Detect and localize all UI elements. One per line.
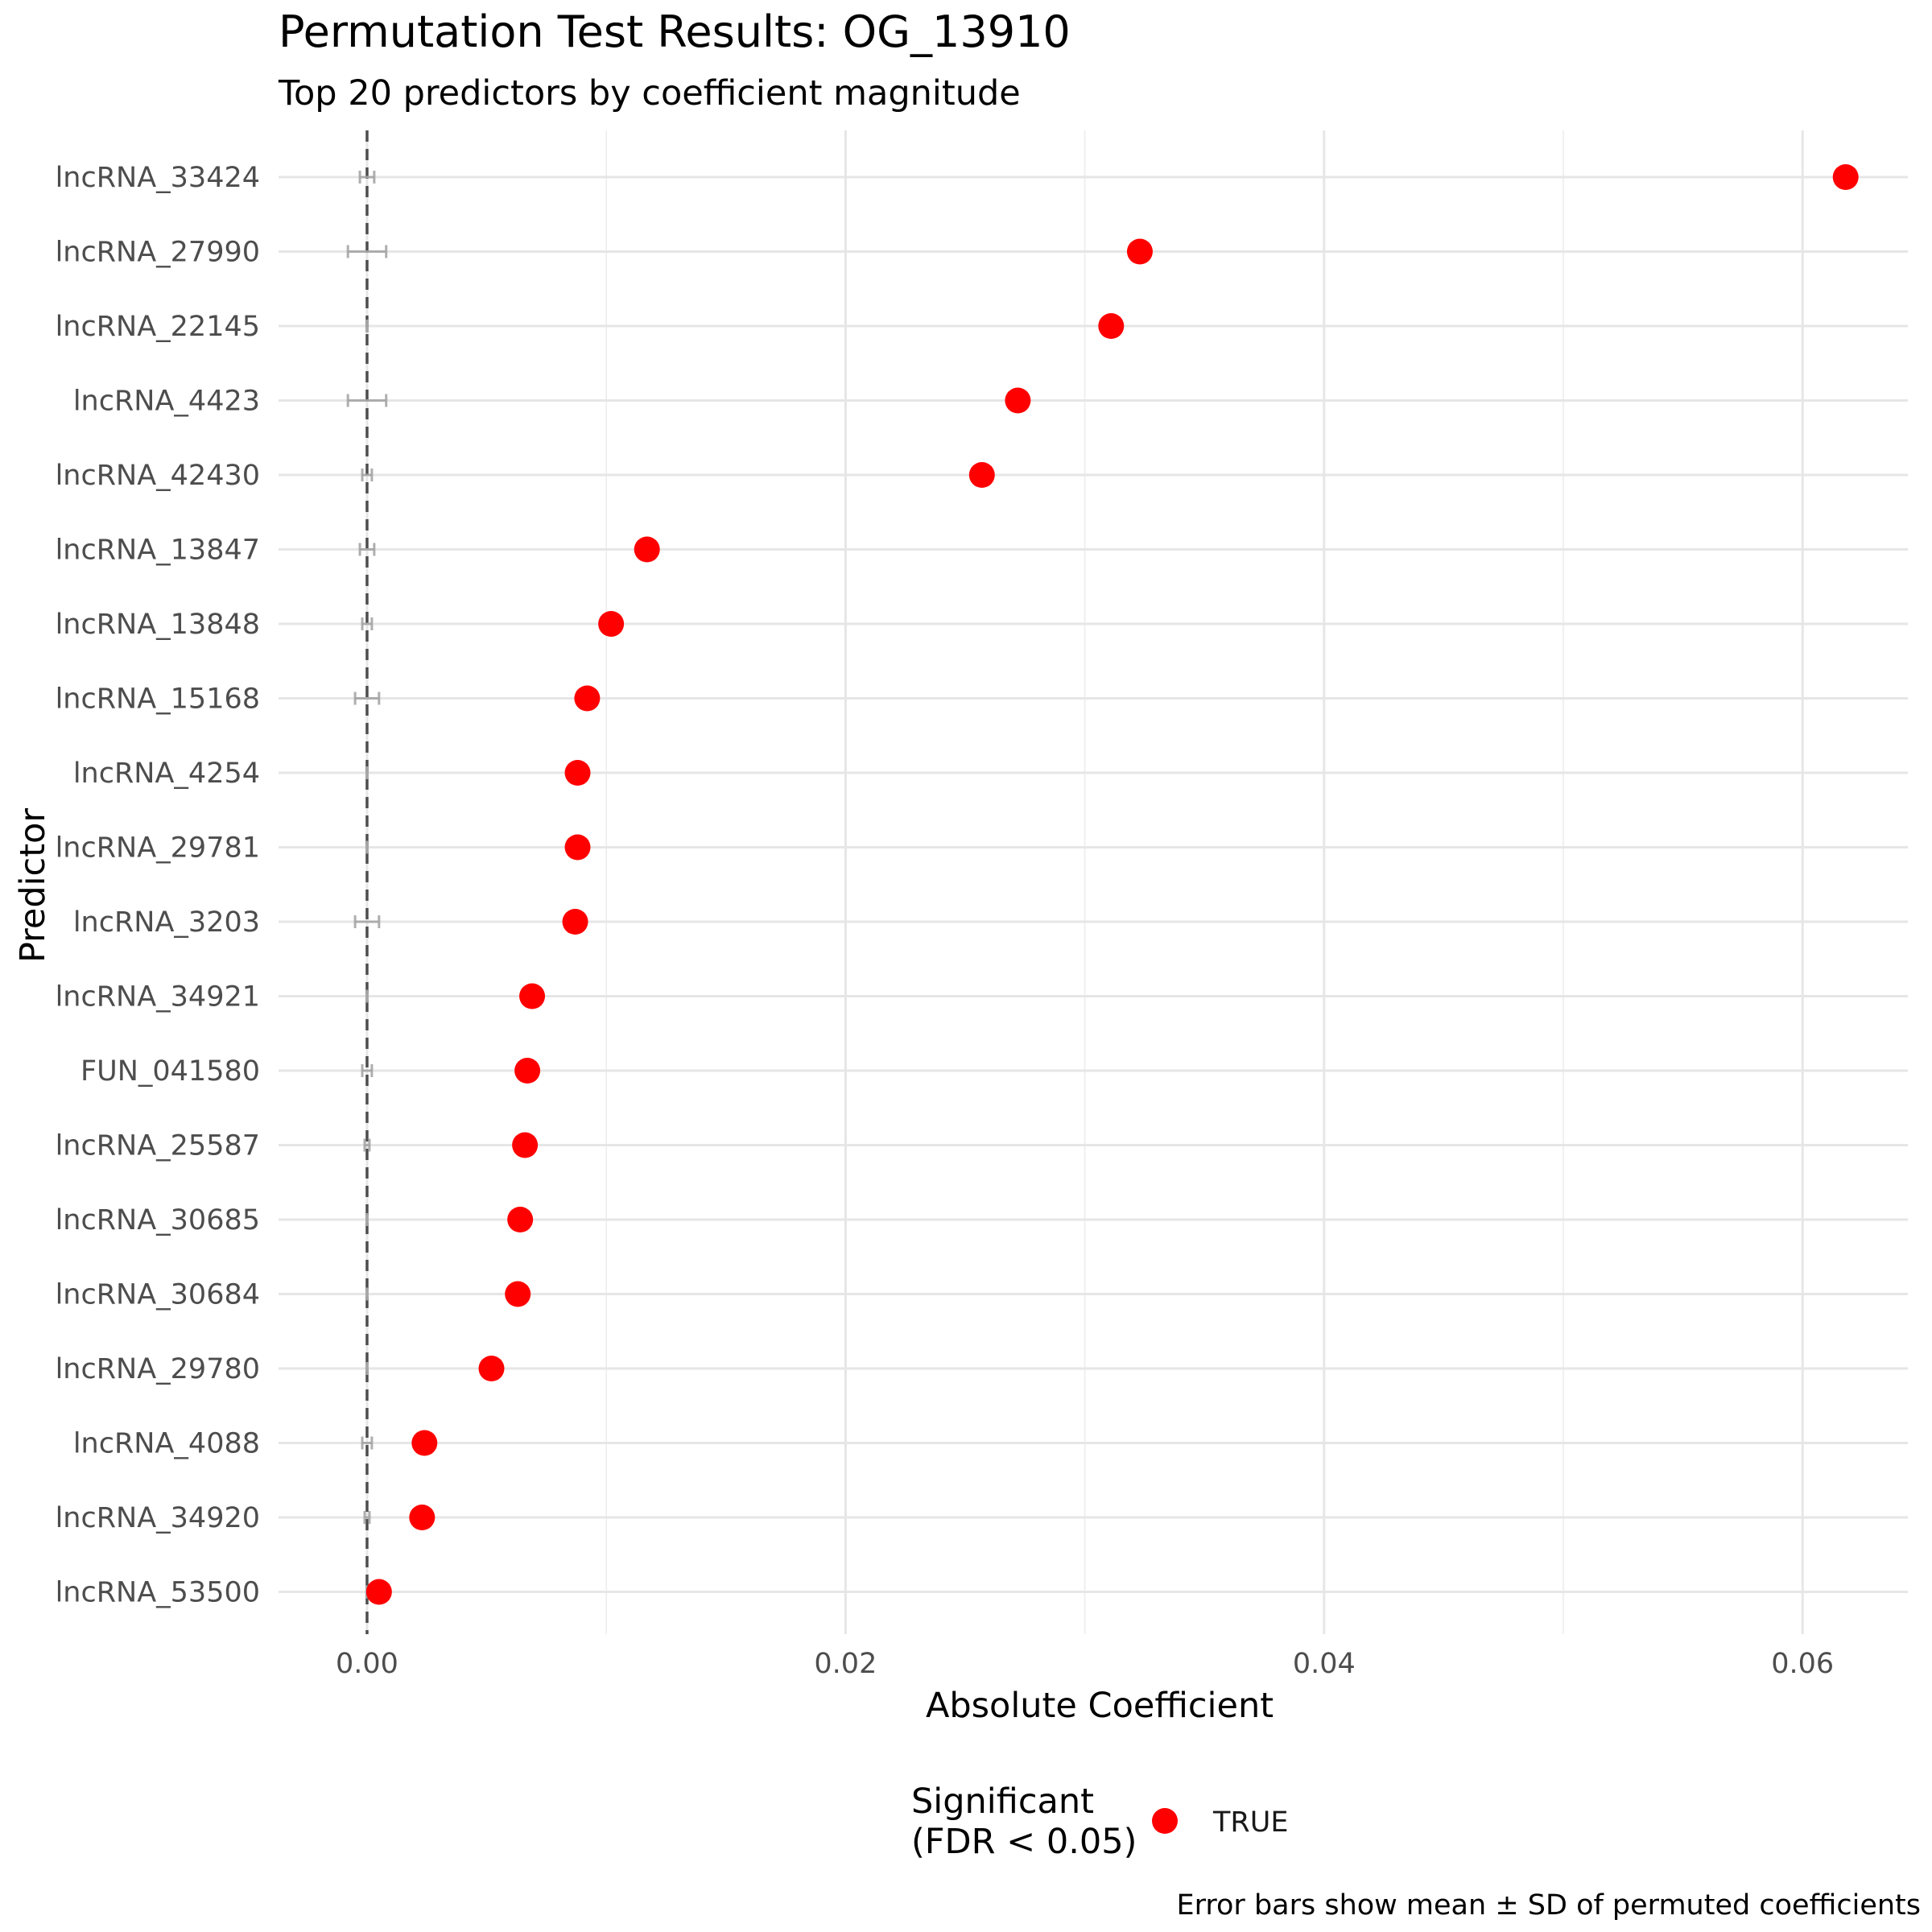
legend-title-line1: Significant — [911, 1781, 1094, 1822]
data-point — [598, 611, 625, 637]
y-tick-label: lncRNA_34920 — [56, 1502, 260, 1534]
y-tick-label: lncRNA_4254 — [73, 758, 260, 790]
legend-title-line2: (FDR < 0.05) — [911, 1822, 1137, 1862]
y-tick-label: lncRNA_29781 — [56, 832, 260, 865]
x-axis-label: Absolute Coefficient — [926, 1686, 1274, 1726]
data-point — [512, 1132, 539, 1158]
y-tick-label: lncRNA_29780 — [56, 1353, 260, 1385]
data-point — [365, 1579, 392, 1605]
y-tick-labels: lncRNA_33424 lncRNA_27990 lncRNA_22145 lncR… — [56, 162, 260, 1609]
x-tick-label: 0.00 — [336, 1648, 398, 1680]
data-point — [505, 1281, 531, 1307]
data-point — [1005, 387, 1031, 414]
data-point — [574, 685, 601, 712]
y-tick-label: lncRNA_25587 — [56, 1130, 260, 1162]
y-tick-label: lncRNA_13847 — [56, 535, 260, 567]
y-tick-label: FUN_041580 — [80, 1055, 260, 1088]
y-tick-label: lncRNA_42430 — [56, 460, 260, 492]
x-tick-labels: 0.00 0.02 0.04 0.06 — [336, 1648, 1834, 1680]
legend: Significant (FDR < 0.05) TRUE — [911, 1781, 1288, 1862]
y-tick-label: lncRNA_13848 — [56, 609, 260, 641]
y-tick-label: lncRNA_4088 — [73, 1428, 260, 1460]
data-point — [409, 1505, 436, 1530]
y-tick-label: lncRNA_53500 — [56, 1577, 260, 1609]
data-point — [564, 834, 591, 861]
legend-key-point — [1152, 1808, 1178, 1834]
x-tick-label: 0.02 — [814, 1648, 877, 1680]
chart-title: Permutation Test Results: OG_13910 — [279, 6, 1071, 57]
data-point — [562, 909, 588, 935]
y-tick-label: lncRNA_34921 — [56, 981, 260, 1013]
data-point — [478, 1356, 505, 1381]
data-point — [634, 536, 660, 563]
x-tick-label: 0.06 — [1771, 1648, 1834, 1680]
data-point — [514, 1058, 541, 1084]
y-tick-label: lncRNA_33424 — [56, 162, 260, 194]
legend-item-label: TRUE — [1212, 1806, 1288, 1839]
y-axis-label: Predictor — [13, 808, 53, 963]
data-point — [411, 1430, 438, 1456]
data-point — [968, 462, 995, 488]
y-tick-label: lncRNA_3203 — [73, 906, 260, 939]
y-tick-label: lncRNA_22145 — [56, 311, 260, 343]
chart-subtitle: Top 20 predictors by coefficient magnitu… — [278, 73, 1021, 114]
data-point — [1126, 238, 1153, 265]
x-tick-label: 0.04 — [1293, 1648, 1356, 1680]
caption: Error bars show mean ± SD of permuted co… — [1177, 1889, 1922, 1922]
y-tick-label: lncRNA_15168 — [56, 683, 260, 716]
y-tick-label: lncRNA_30684 — [56, 1279, 260, 1311]
y-tick-label: lncRNA_4423 — [73, 386, 260, 418]
y-tick-label: lncRNA_27990 — [56, 237, 260, 269]
data-point — [1832, 164, 1859, 190]
y-tick-label: lncRNA_30685 — [56, 1204, 260, 1236]
data-point — [1098, 313, 1125, 339]
data-points — [365, 164, 1859, 1605]
data-point — [507, 1207, 534, 1232]
grid — [279, 130, 1908, 1634]
data-point — [519, 983, 546, 1009]
data-point — [564, 760, 591, 786]
